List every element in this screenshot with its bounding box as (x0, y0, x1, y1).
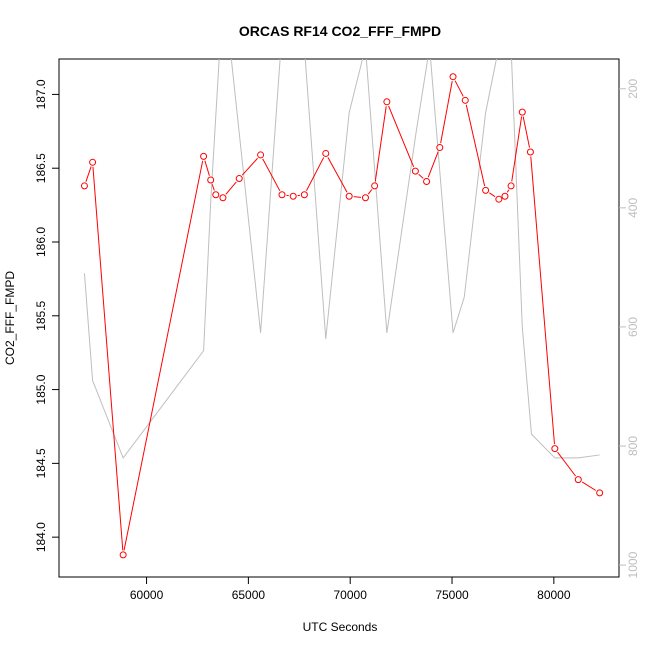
series-segment (204, 160, 210, 176)
series-segment (92, 166, 124, 551)
data-point (219, 194, 227, 202)
series-segment (557, 451, 576, 477)
y-tick-label: 184.5 (34, 448, 48, 478)
series-segment (306, 157, 325, 192)
data-point (596, 489, 604, 497)
series-segment (211, 184, 215, 191)
y2-tick-label: 600 (626, 317, 640, 337)
y-tick-label: 187.0 (34, 79, 48, 109)
series-segment (511, 116, 523, 182)
data-point (461, 96, 469, 104)
series-segment (85, 166, 92, 182)
data-point (482, 186, 490, 194)
series-segment (427, 151, 439, 178)
data-point (257, 151, 265, 159)
series-segment (581, 481, 597, 491)
y2-tick-label: 1000 (626, 551, 640, 578)
series-layer (80, 59, 604, 559)
data-point (361, 194, 369, 202)
y2-tick-label: 200 (626, 78, 640, 98)
data-point (526, 148, 534, 156)
series-line (83, 59, 600, 459)
data-point (436, 144, 444, 152)
y-tick-label: 186.0 (34, 227, 48, 257)
y-axis-left: 184.0 184.5 185.0 185.5 186.0 186.5 187.0 (34, 79, 59, 552)
x-axis: 60000 65000 70000 75000 80000 (130, 577, 571, 602)
data-point (574, 476, 582, 484)
y-tick-label: 186.5 (34, 153, 48, 183)
data-point (300, 191, 308, 199)
data-point (89, 158, 97, 166)
x-tick-label: 80000 (537, 588, 571, 602)
y2-tick-label: 800 (626, 436, 640, 456)
x-tick-label: 70000 (334, 588, 368, 602)
series-segment (353, 196, 362, 198)
data-point (551, 445, 559, 453)
series-segment (388, 105, 415, 168)
data-point (207, 176, 215, 184)
data-point (501, 192, 509, 200)
series-segment (418, 173, 424, 179)
series-segment (454, 80, 464, 97)
data-point (235, 175, 243, 183)
series-segment (530, 156, 555, 445)
x-tick-label: 60000 (130, 588, 164, 602)
data-point (371, 182, 379, 190)
data-point (200, 152, 208, 160)
data-point (345, 192, 353, 200)
series-segment (123, 160, 204, 551)
data-point (80, 182, 88, 190)
data-point (518, 108, 526, 116)
data-point (423, 177, 431, 185)
y-tick-label: 185.5 (34, 300, 48, 330)
series-segment (489, 192, 496, 198)
series-segment (367, 189, 373, 195)
series-segment (465, 104, 486, 187)
plot-frame (58, 58, 620, 578)
series-segment (225, 181, 237, 195)
series-segment (522, 116, 531, 148)
y-tick-label: 185.0 (34, 374, 48, 404)
data-point (212, 191, 220, 199)
series-segment (506, 189, 510, 193)
data-point (289, 192, 297, 200)
x-axis-label: UTC Seconds (303, 620, 378, 634)
data-point (411, 167, 419, 175)
data-point (119, 551, 127, 559)
data-point (278, 191, 286, 199)
x-tick-label: 65000 (232, 588, 266, 602)
y-tick-label: 184.0 (34, 522, 48, 552)
series-segment (327, 157, 348, 193)
y-axis-right: 200 400 600 800 1000 (619, 78, 640, 578)
series-segment (374, 106, 387, 182)
chart-title: ORCAS RF14 CO2_FFF_FMPD (239, 23, 441, 39)
data-point (507, 182, 515, 190)
series-segment (241, 157, 258, 176)
x-tick-label: 75000 (435, 588, 469, 602)
data-point (495, 195, 503, 203)
data-point (449, 73, 457, 81)
data-point (322, 149, 330, 157)
series-segment (262, 158, 281, 192)
y2-tick-label: 400 (626, 198, 640, 218)
series-segment (440, 81, 453, 144)
data-point (383, 98, 391, 106)
y-axis-label: CO2_FFF_FMPD (3, 271, 17, 365)
